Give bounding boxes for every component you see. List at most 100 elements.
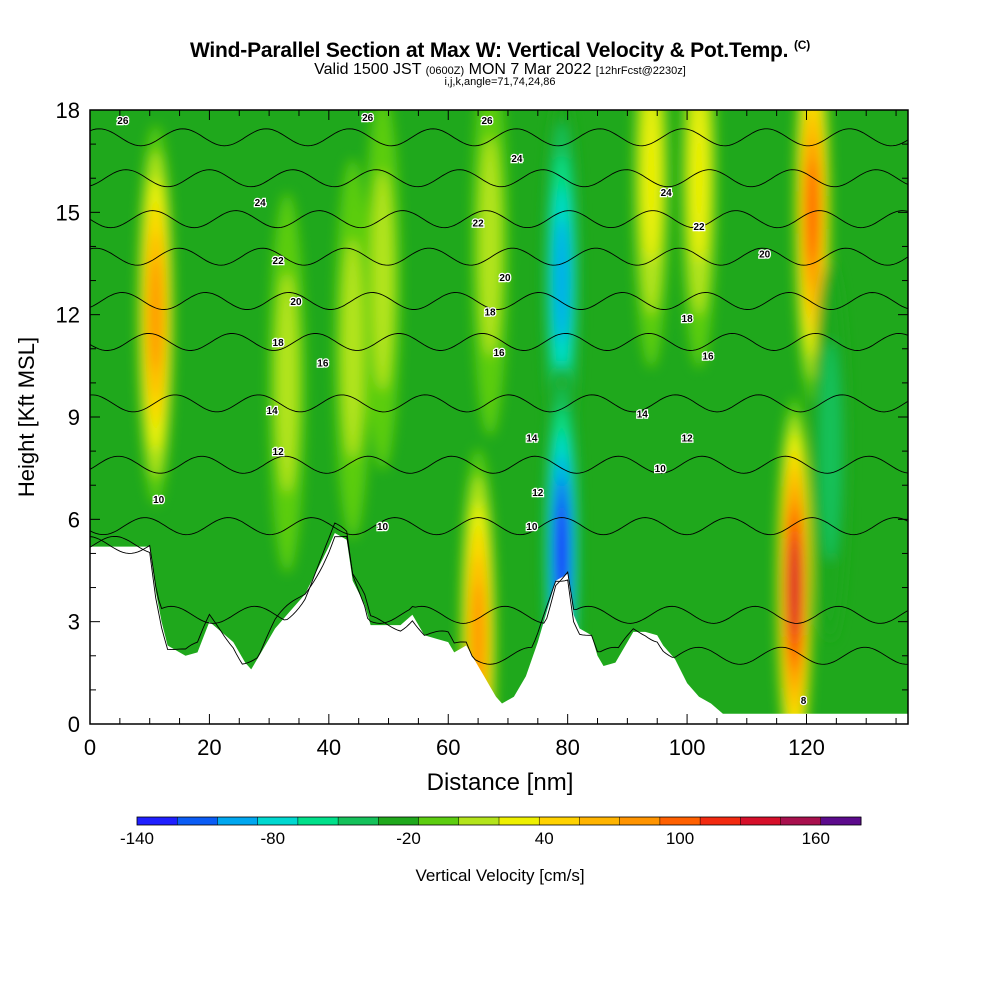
w-cell (642, 110, 660, 262)
contour-label: 20 (290, 297, 302, 308)
terrain-mask (90, 533, 908, 724)
w-cell (371, 170, 394, 391)
contour-labels: 26 26 26 24 24 24 22 22 22 20 20 20 18 18 18 16 16 16 14 14… (116, 112, 808, 709)
contour-label: 18 (484, 307, 496, 318)
colorbar-tick-label: -80 (260, 829, 285, 848)
colorbar-swatch (820, 817, 862, 825)
contour-label: 12 (532, 488, 544, 499)
w-cell (479, 136, 502, 357)
colorbar-swatch (539, 817, 580, 825)
colorbar-swatch (418, 817, 460, 825)
colorbar-swatch (619, 817, 661, 825)
contour-label: 12 (273, 447, 285, 458)
colorbar-label: Vertical Velocity [cm/s] (415, 866, 584, 885)
theta-contour-line (90, 517, 908, 536)
contour-label: 16 (317, 358, 329, 369)
x-tick-label: 100 (669, 735, 706, 760)
contour-label: 14 (526, 433, 538, 444)
contour-label: 14 (267, 406, 279, 417)
colorbar-tick-label: 160 (802, 829, 830, 848)
contour-label: 18 (273, 338, 285, 349)
chart-subtitle: Valid 1500 JST (0600Z) MON 7 Mar 2022 [1… (0, 62, 1000, 79)
theta-contour-line (90, 210, 908, 229)
colorbar-swatch (740, 817, 782, 825)
valid-time: Valid 1500 JST (314, 61, 422, 78)
w-cell (819, 341, 842, 562)
theta-contour-line (90, 292, 908, 310)
vertical-velocity-field (90, 110, 908, 724)
contour-label: 10 (655, 464, 667, 475)
x-axis-label: Distance [nm] (427, 769, 574, 796)
contour-label: 8 (801, 696, 807, 707)
colorbar-swatch (458, 817, 500, 825)
x-tick-label: 80 (555, 735, 579, 760)
theta-contour-line (90, 535, 908, 665)
colorbar-swatch (257, 817, 299, 825)
colorbar-tick-label: 100 (666, 829, 694, 848)
y-axis-label: Height [Kft MSL] (14, 337, 39, 497)
contour-label: 26 (362, 113, 374, 124)
theta-contour-line (90, 128, 908, 147)
x-tick-label: 0 (84, 735, 96, 760)
w-cell (554, 218, 569, 343)
w-cell (690, 110, 708, 262)
x-tick-label: 60 (436, 735, 460, 760)
theta-contour-line (90, 247, 908, 266)
colorbar: -140 -80 -20 40 100 160 (120, 816, 862, 848)
contour-label: 24 (661, 188, 673, 199)
contour-label: 26 (481, 116, 493, 127)
chart-title: Wind-Parallel Section at Max W: Vertical… (0, 38, 1000, 63)
colorbar-tick-label: 40 (535, 829, 554, 848)
y-tick-label: 15 (56, 200, 80, 225)
colorbar-swatch (338, 817, 379, 825)
x-tick-label: 20 (197, 735, 221, 760)
contour-label: 24 (255, 198, 267, 209)
y-tick-label: 9 (68, 405, 80, 430)
contour-label: 14 (637, 410, 649, 421)
colorbar-tick-label: -140 (120, 829, 154, 848)
theta-contour-line (90, 522, 908, 624)
y-tick-label: 12 (56, 303, 80, 328)
x-tick-label: 40 (317, 735, 341, 760)
contour-label: 16 (493, 348, 505, 359)
grid-info: i,j,k,angle=71,74,24,86 (444, 76, 556, 88)
theta-contours (90, 128, 908, 665)
y-tick-label: 0 (68, 712, 80, 737)
contour-label: 20 (499, 273, 511, 284)
contour-label: 22 (693, 222, 705, 233)
contour-label: 10 (153, 495, 165, 506)
x-tick-label: 120 (788, 735, 825, 760)
forecast-info: [12hrFcst@2230z] (595, 65, 686, 77)
contour-label: 10 (526, 522, 538, 533)
contour-label: 26 (117, 116, 129, 127)
chart-title-text: Wind-Parallel Section at Max W: Vertical… (189, 39, 789, 62)
w-cell (806, 159, 819, 266)
copyright-mark: (C) (793, 38, 811, 52)
theta-contour-line (90, 332, 908, 351)
colorbar-swatch (659, 817, 701, 825)
contour-label: 22 (273, 256, 285, 267)
axes: 0 20 40 60 80 100 120 0 3 6 9 12 15 18 (56, 98, 908, 760)
colorbar-swatch (579, 817, 621, 825)
y-tick-label: 18 (56, 98, 80, 123)
valid-utc: (0600Z) (425, 65, 465, 77)
colorbar-tick-label: -20 (396, 829, 421, 848)
theta-contour-line (90, 169, 908, 188)
contour-label: 10 (377, 522, 389, 533)
valid-date: MON 7 Mar 2022 (468, 61, 592, 78)
contour-label: 12 (682, 433, 694, 444)
colorbar-swatch (297, 817, 339, 825)
colorbar-swatch (378, 817, 420, 825)
colorbar-swatch (700, 817, 741, 825)
w-cell (341, 238, 364, 459)
w-cell (149, 258, 163, 372)
colorbar-swatch (780, 817, 822, 825)
y-tick-label: 6 (68, 507, 80, 532)
w-cell (276, 272, 299, 493)
contour-label: 24 (511, 154, 523, 165)
w-cell (788, 539, 801, 636)
theta-contour-line (90, 455, 908, 474)
y-tick-label: 3 (68, 610, 80, 635)
colorbar-swatch (217, 817, 259, 825)
